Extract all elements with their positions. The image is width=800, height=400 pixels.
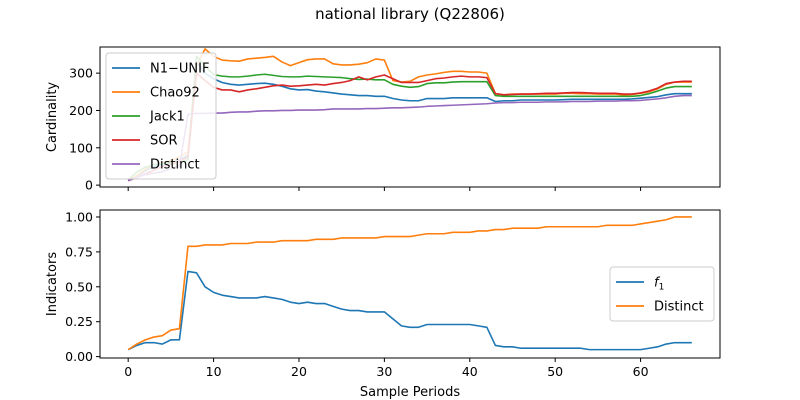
legend: N1−UNIF Chao92 Jack1 SOR Distinct <box>105 52 217 180</box>
x-tick-label: 60 <box>633 364 649 379</box>
x-tick-label: 20 <box>291 364 307 379</box>
y-tick-label: 0.50 <box>65 279 93 294</box>
y-tick-label: 0.75 <box>65 244 93 259</box>
series-line-distinct <box>127 216 692 351</box>
y-tick-label: 0 <box>85 178 93 193</box>
legend-label: SOR <box>150 134 178 149</box>
plot-frame <box>99 46 721 188</box>
subplot-1: 0 100 200 300 Cardinality N1−UNIF Chao92 Jack1 S… <box>45 46 721 193</box>
series-line-jack1 <box>127 55 692 181</box>
y-tick-label: 100 <box>69 140 93 155</box>
x-tick-label: 0 <box>124 364 132 379</box>
x-tick-label: 30 <box>376 364 392 379</box>
legend-label: Distinct <box>150 158 200 173</box>
y-tick-label: 0.25 <box>65 314 93 329</box>
figure-title: national library (Q22806) <box>315 5 505 23</box>
legend-box <box>105 52 217 180</box>
subplot-2: 0.00 0.25 0.50 0.75 1.00 0 10 20 30 40 50 60 Indicat… <box>45 209 721 400</box>
x-axis-title: Sample Periods <box>360 385 460 400</box>
y-tick-label: 300 <box>69 66 93 81</box>
y-axis-title: Cardinality <box>45 82 60 153</box>
series-line-sor <box>127 72 692 182</box>
legend-label: N1−UNIF <box>150 62 209 77</box>
y-axis-title: Indicators <box>45 252 60 316</box>
x-tick-label: 10 <box>206 364 222 379</box>
legend: f1 Distinct <box>609 266 715 322</box>
x-tick-label: 50 <box>547 364 563 379</box>
series-line-f1 <box>127 270 692 351</box>
x-tick-label: 40 <box>462 364 478 379</box>
y-tick-label: 200 <box>69 103 93 118</box>
legend-label: f1 <box>654 276 664 293</box>
y-tick-label: 1.00 <box>65 209 93 224</box>
legend-label: Chao92 <box>150 86 200 101</box>
legend-box <box>609 266 715 322</box>
legend-label: Distinct <box>654 300 704 315</box>
series-line-distinct <box>127 94 692 182</box>
plot-frame <box>99 209 721 359</box>
legend-label: Jack1 <box>149 110 185 125</box>
series-line-n1-unif <box>127 61 692 182</box>
y-tick-label: 0.00 <box>65 349 93 364</box>
